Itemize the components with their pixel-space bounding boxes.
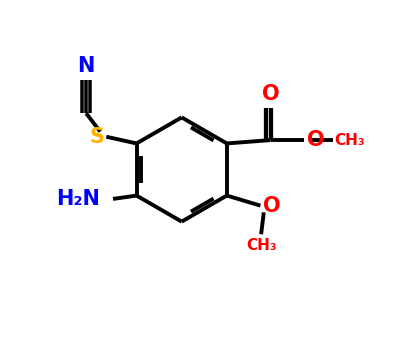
Text: O: O: [263, 196, 281, 216]
Text: S: S: [90, 127, 105, 147]
Text: CH₃: CH₃: [246, 238, 276, 253]
Text: O: O: [307, 130, 324, 150]
Text: O: O: [262, 84, 279, 104]
Text: H₂N: H₂N: [56, 189, 100, 209]
Text: CH₃: CH₃: [334, 133, 365, 147]
Text: N: N: [77, 56, 95, 76]
